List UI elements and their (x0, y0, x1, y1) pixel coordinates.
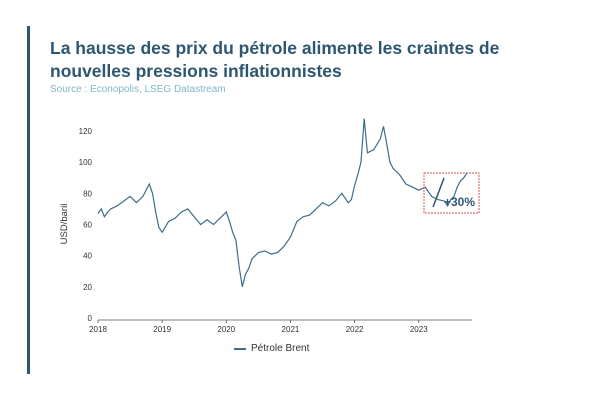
y-tick-label: 60 (83, 221, 92, 230)
y-tick-label: 40 (83, 252, 92, 261)
x-axis: 2018 2019 2020 2021 2022 2023 (89, 319, 472, 334)
chart-source: Source : Econopolis, LSEG Datastream (50, 84, 226, 95)
x-tick-label: 2022 (346, 325, 364, 334)
legend: Pétrole Brent (234, 343, 309, 354)
x-tick-label: 2020 (217, 325, 235, 334)
legend-swatch (234, 347, 246, 350)
annotation-box (423, 172, 480, 214)
y-tick-label: 0 (88, 314, 93, 323)
y-tick-label: 20 (83, 283, 92, 292)
y-tick-label: 120 (79, 127, 93, 136)
y-axis: 0 20 40 60 80 100 120 (79, 127, 93, 323)
y-tick-label: 100 (79, 158, 93, 167)
x-tick-label: 2019 (153, 325, 171, 334)
annotation-arrow (432, 177, 445, 208)
annotation-label: +30% (444, 195, 475, 209)
x-tick-label: 2018 (89, 325, 107, 334)
x-tick-label: 2021 (282, 325, 300, 334)
accent-bar (27, 26, 30, 374)
y-tick-label: 80 (83, 189, 92, 198)
legend-label: Pétrole Brent (251, 343, 310, 354)
x-tick-label: 2023 (410, 325, 428, 334)
chart-title: La hausse des prix du pétrole alimente l… (50, 38, 500, 81)
series-line-petrole-brent (97, 118, 468, 287)
y-axis-label: USD/baril (59, 204, 70, 245)
